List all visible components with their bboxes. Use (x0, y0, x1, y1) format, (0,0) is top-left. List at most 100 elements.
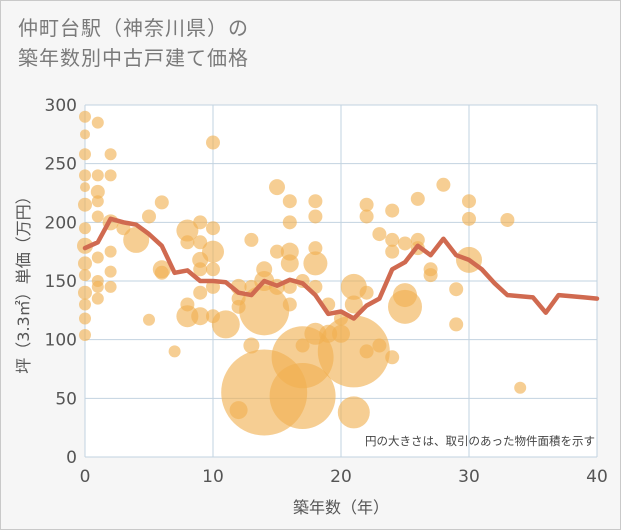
bubble-point (303, 251, 328, 276)
bubble-point (79, 148, 91, 161)
bubble-point (79, 222, 91, 235)
bubble-point (91, 251, 104, 264)
bubble-point (282, 297, 297, 312)
y-tick-label: 50 (55, 389, 77, 409)
bubble-point (91, 169, 104, 182)
bubble-point (359, 285, 374, 300)
bubble-point (123, 226, 150, 253)
bubble-point (91, 280, 104, 293)
bubble-point (243, 337, 260, 354)
x-tick-label: 40 (586, 467, 608, 487)
bubble-point (193, 262, 208, 277)
bubble-point (79, 298, 91, 311)
bubble-point (79, 110, 91, 123)
bubble-point (317, 315, 390, 388)
bubble-point (91, 195, 104, 208)
bubble-point (359, 197, 374, 212)
bubble-point (239, 285, 290, 336)
bubble-point (280, 254, 299, 273)
bubble-point (78, 197, 92, 212)
average-price-line (82, 216, 600, 321)
bubble-point (269, 179, 285, 196)
bubble-point (436, 177, 451, 192)
bubble-point (269, 362, 336, 429)
bubble-point (282, 215, 297, 230)
chart-title-line1: 仲町台駅（神奈川県）の (18, 16, 249, 40)
bubble-point (385, 203, 400, 218)
bubble-point (270, 244, 284, 259)
chart-title-line2: 築年数別中古戸建て価格 (18, 46, 249, 70)
bubble-point (337, 396, 370, 429)
bubble-point (79, 169, 91, 182)
bubble-point (462, 194, 476, 209)
bubble-point (90, 184, 105, 199)
y-tick-label: 150 (45, 272, 77, 292)
bubble-point (202, 240, 224, 263)
bubble-point (193, 285, 208, 300)
y-tick-label: 300 (45, 96, 77, 116)
bubble-point (410, 191, 425, 206)
bubble-point (168, 345, 181, 358)
bubble-point (500, 212, 515, 227)
y-tick-label: 0 (66, 448, 77, 468)
bubble-point (244, 232, 259, 247)
bubble-point (91, 116, 104, 129)
y-axis-label: 坪（3.3㎡）単価（万円） (14, 188, 33, 373)
bubble-point (191, 307, 210, 326)
bubble-point (344, 295, 363, 314)
x-tick-label: 20 (330, 467, 352, 487)
y-tick-label: 200 (45, 213, 77, 233)
bubble-point (104, 280, 117, 293)
bubble-point (372, 338, 387, 353)
x-tick-label: 10 (202, 467, 224, 487)
bubble-point (206, 135, 220, 150)
bubble-point (449, 282, 464, 297)
bubble-point (79, 269, 91, 282)
bubble-point (104, 148, 117, 161)
bubble-point (193, 215, 208, 230)
bubble-point (180, 235, 195, 250)
y-tick-label: 100 (45, 331, 77, 351)
bubble-point (398, 236, 412, 251)
bubble-point (78, 256, 92, 271)
bubble-point (154, 265, 169, 280)
bubble-point (142, 209, 156, 224)
bubble-size-note: 円の大きさは、取引のあった物件面積を示す (365, 434, 595, 448)
bubble-point (308, 209, 323, 224)
bubble-point (104, 265, 117, 278)
y-tick-label: 250 (45, 155, 77, 175)
bubble-point (462, 211, 476, 226)
bubble-point (193, 235, 208, 250)
bubble-point (359, 209, 374, 224)
bubble-point (385, 244, 400, 259)
bubble-point (154, 195, 169, 210)
bubble-point (449, 317, 464, 332)
bubble-point (211, 310, 240, 339)
bubble-point (91, 210, 104, 223)
bubble-point (372, 227, 387, 242)
bubble-point (388, 289, 422, 324)
bubble-point (91, 292, 104, 305)
bubble-point (80, 182, 90, 193)
bubble-point (104, 245, 117, 258)
bubble-point (80, 129, 90, 140)
bubble-point (385, 350, 400, 365)
bubble-point (176, 219, 199, 242)
bubble-point (143, 313, 155, 326)
bubble-point (176, 305, 199, 328)
x-tick-label: 0 (80, 467, 91, 487)
bubble-point (282, 194, 297, 209)
bubble-point (359, 344, 374, 359)
bubble-point (206, 262, 220, 277)
bubble-point (514, 381, 527, 394)
chart-title: 仲町台駅（神奈川県）の 築年数別中古戸建て価格 (18, 13, 249, 73)
bubble-point (308, 241, 323, 256)
bubble-point (423, 268, 438, 283)
bubble-point (385, 232, 400, 247)
bubble-point (79, 328, 91, 341)
bubble-point (308, 194, 323, 209)
bubble-point (79, 312, 91, 325)
x-axis-label: 築年数（年） (293, 498, 389, 517)
